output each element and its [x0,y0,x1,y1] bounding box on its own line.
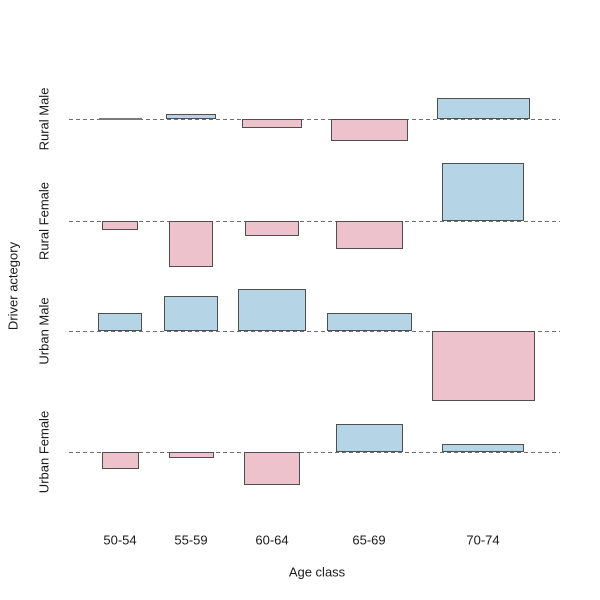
row-label: Urban Male [36,297,52,365]
cell-bar [335,221,403,249]
row-label: Urban Female [36,410,52,494]
x-tick-label: 50-54 [103,532,137,548]
cell-bar [166,114,216,119]
cell-bar [164,296,218,331]
cell-bar [244,452,300,485]
row-baseline [69,331,560,332]
cell-bar [442,444,524,452]
row-baseline [69,221,560,222]
row-label: Rural Female [36,181,52,261]
cell-bar [335,424,403,452]
cell-bar [442,163,524,221]
cell-bar [238,289,306,331]
x-tick-label: 65-69 [352,532,386,548]
cell-bar [436,98,530,119]
y-axis-title: Driver actegory [5,241,21,331]
cell-bar [245,221,299,236]
cell-bar [431,331,535,401]
x-tick-label: 55-59 [174,532,208,548]
cell-bar [102,221,138,230]
x-tick-label: 70-74 [466,532,500,548]
cell-bar [326,313,412,331]
zero-height-bar [98,118,142,120]
x-axis-title: Age class [288,564,346,580]
cell-bar [98,313,142,331]
row-label: Rural Male [36,87,52,151]
cell-bar [242,119,302,128]
row-baseline [69,452,560,453]
cell-bar [330,119,408,141]
x-tick-label: 60-64 [255,532,289,548]
cell-bar [101,452,139,469]
row-baseline [69,119,560,120]
cell-bar [169,221,213,267]
cell-bar [168,452,214,458]
